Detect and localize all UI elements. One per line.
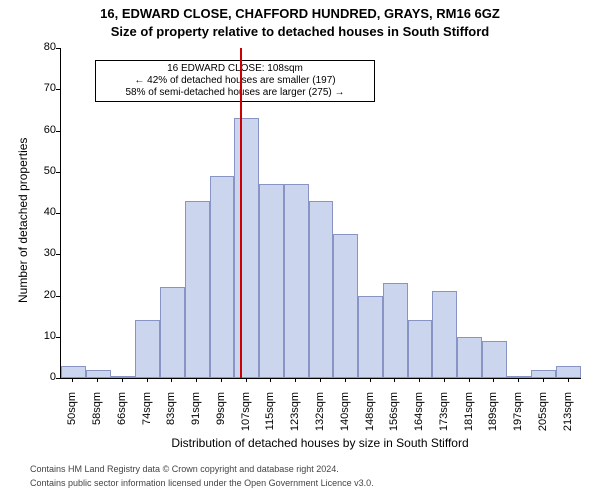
x-tick-mark bbox=[419, 378, 420, 382]
y-axis-label: Number of detached properties bbox=[16, 138, 30, 303]
histogram-bar bbox=[383, 283, 408, 378]
y-tick-label: 80 bbox=[30, 41, 56, 53]
histogram-bar bbox=[234, 118, 259, 378]
x-tick-label: 213sqm bbox=[562, 392, 574, 452]
x-tick-label: 164sqm bbox=[413, 392, 425, 452]
x-tick-label: 91sqm bbox=[190, 392, 202, 452]
histogram-bar bbox=[531, 370, 556, 378]
x-tick-mark bbox=[469, 378, 470, 382]
histogram-bar bbox=[111, 376, 136, 378]
y-tick-label: 40 bbox=[30, 206, 56, 218]
x-tick-label: 123sqm bbox=[289, 392, 301, 452]
x-tick-label: 50sqm bbox=[66, 392, 78, 452]
x-tick-label: 173sqm bbox=[438, 392, 450, 452]
x-tick-label: 74sqm bbox=[141, 392, 153, 452]
marker-line bbox=[240, 48, 242, 378]
x-tick-mark bbox=[518, 378, 519, 382]
x-tick-label: 115sqm bbox=[264, 392, 276, 452]
y-tick-label: 70 bbox=[30, 82, 56, 94]
x-tick-label: 148sqm bbox=[364, 392, 376, 452]
x-tick-label: 83sqm bbox=[165, 392, 177, 452]
histogram-bar bbox=[86, 370, 111, 378]
x-tick-label: 107sqm bbox=[240, 392, 252, 452]
y-tick-mark bbox=[56, 337, 60, 338]
y-tick-mark bbox=[56, 378, 60, 379]
histogram-bar bbox=[61, 366, 86, 378]
y-tick-label: 30 bbox=[30, 247, 56, 259]
y-tick-label: 0 bbox=[30, 371, 56, 383]
x-tick-mark bbox=[97, 378, 98, 382]
histogram-bar bbox=[482, 341, 507, 378]
x-tick-mark bbox=[345, 378, 346, 382]
x-tick-label: 181sqm bbox=[463, 392, 475, 452]
x-tick-mark bbox=[270, 378, 271, 382]
x-tick-label: 66sqm bbox=[116, 392, 128, 452]
histogram-figure: 16, EDWARD CLOSE, CHAFFORD HUNDRED, GRAY… bbox=[0, 0, 600, 500]
y-tick-mark bbox=[56, 172, 60, 173]
x-tick-mark bbox=[444, 378, 445, 382]
x-tick-label: 205sqm bbox=[537, 392, 549, 452]
x-tick-mark bbox=[196, 378, 197, 382]
y-tick-mark bbox=[56, 48, 60, 49]
x-tick-label: 197sqm bbox=[512, 392, 524, 452]
y-tick-mark bbox=[56, 213, 60, 214]
title-line-1: 16, EDWARD CLOSE, CHAFFORD HUNDRED, GRAY… bbox=[0, 6, 600, 21]
x-tick-mark bbox=[72, 378, 73, 382]
x-tick-label: 58sqm bbox=[91, 392, 103, 452]
x-tick-mark bbox=[493, 378, 494, 382]
x-tick-label: 132sqm bbox=[314, 392, 326, 452]
annotation-line-1: 16 EDWARD CLOSE: 108sqm bbox=[100, 63, 370, 75]
y-tick-mark bbox=[56, 296, 60, 297]
x-tick-label: 140sqm bbox=[339, 392, 351, 452]
histogram-bar bbox=[160, 287, 185, 378]
y-tick-mark bbox=[56, 131, 60, 132]
x-tick-mark bbox=[171, 378, 172, 382]
histogram-bar bbox=[309, 201, 334, 378]
x-tick-mark bbox=[147, 378, 148, 382]
x-tick-mark bbox=[370, 378, 371, 382]
x-tick-mark bbox=[543, 378, 544, 382]
credit-line-1: Contains HM Land Registry data © Crown c… bbox=[30, 464, 339, 474]
y-tick-label: 20 bbox=[30, 289, 56, 301]
y-tick-label: 10 bbox=[30, 330, 56, 342]
x-tick-mark bbox=[122, 378, 123, 382]
x-tick-label: 99sqm bbox=[215, 392, 227, 452]
histogram-bar bbox=[284, 184, 309, 378]
x-tick-mark bbox=[568, 378, 569, 382]
histogram-bar bbox=[259, 184, 284, 378]
histogram-bar bbox=[210, 176, 235, 378]
x-tick-mark bbox=[246, 378, 247, 382]
x-tick-mark bbox=[320, 378, 321, 382]
x-tick-label: 189sqm bbox=[487, 392, 499, 452]
y-tick-label: 60 bbox=[30, 124, 56, 136]
histogram-bar bbox=[358, 296, 383, 379]
title-line-2: Size of property relative to detached ho… bbox=[0, 24, 600, 39]
histogram-bar bbox=[457, 337, 482, 378]
histogram-bar bbox=[135, 320, 160, 378]
histogram-bar bbox=[432, 291, 457, 378]
histogram-bar bbox=[556, 366, 581, 378]
x-tick-label: 156sqm bbox=[388, 392, 400, 452]
y-tick-label: 50 bbox=[30, 165, 56, 177]
histogram-bar bbox=[408, 320, 433, 378]
histogram-bar bbox=[333, 234, 358, 378]
y-tick-mark bbox=[56, 254, 60, 255]
x-tick-mark bbox=[295, 378, 296, 382]
x-tick-mark bbox=[394, 378, 395, 382]
y-tick-mark bbox=[56, 89, 60, 90]
credit-line-2: Contains public sector information licen… bbox=[30, 478, 374, 488]
annotation-line-2: ← 42% of detached houses are smaller (19… bbox=[100, 75, 370, 87]
histogram-bar bbox=[185, 201, 210, 378]
x-tick-mark bbox=[221, 378, 222, 382]
annotation-box: 16 EDWARD CLOSE: 108sqm ← 42% of detache… bbox=[95, 60, 375, 102]
annotation-line-3: 58% of semi-detached houses are larger (… bbox=[100, 87, 370, 99]
